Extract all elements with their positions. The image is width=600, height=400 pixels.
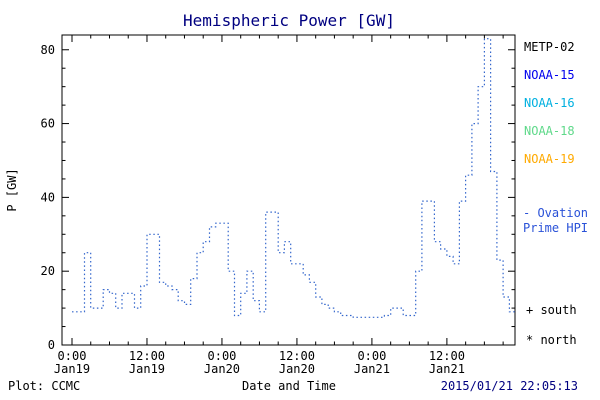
series-line-ovation-prime-hpi	[72, 38, 515, 318]
legend-item-noaa-18: NOAA-18	[524, 124, 575, 138]
x-tick-label-time: 12:00	[129, 349, 165, 363]
legend-marker-north: * north	[526, 333, 577, 347]
y-tick-label: 0	[48, 338, 55, 352]
x-tick-label-date: Jan21	[354, 362, 390, 376]
legend-item-noaa-19: NOAA-19	[524, 152, 575, 166]
x-tick-label-date: Jan19	[129, 362, 165, 376]
chart-title: Hemispheric Power [GW]	[183, 11, 395, 30]
timestamp-label: 2015/01/21 22:05:13	[441, 379, 578, 393]
x-tick-label-time: 12:00	[279, 349, 315, 363]
x-axis-label: Date and Time	[242, 379, 336, 393]
x-tick-label-date: Jan21	[429, 362, 465, 376]
legend-item-noaa-15: NOAA-15	[524, 68, 575, 82]
x-tick-label-date: Jan20	[279, 362, 315, 376]
x-tick-label-time: 12:00	[429, 349, 465, 363]
y-axis-label: P [GW]	[5, 168, 19, 211]
y-tick-label: 80	[41, 43, 55, 57]
legend-item-metp-02: METP-02	[524, 40, 575, 54]
legend-item-noaa-16: NOAA-16	[524, 96, 575, 110]
y-tick-label: 40	[41, 190, 55, 204]
legend-satellites: METP-02 NOAA-15 NOAA-16 NOAA-18 NOAA-19	[524, 40, 575, 166]
x-tick-label-time: 0:00	[208, 349, 237, 363]
legend-marker-south: + south	[526, 303, 577, 317]
y-tick-label: 60	[41, 117, 55, 131]
legend-model-line2: Prime HPI	[523, 221, 588, 235]
x-tick-label-time: 0:00	[357, 349, 386, 363]
x-tick-label-time: 0:00	[58, 349, 87, 363]
legend-model-line1: - Ovation	[523, 206, 588, 220]
tick-labels: 0:00Jan1912:00Jan190:00Jan2012:00Jan200:…	[41, 43, 465, 376]
axes	[61, 34, 516, 346]
plot-source-label: Plot: CCMC	[8, 379, 80, 393]
y-tick-label: 20	[41, 264, 55, 278]
series-layer	[72, 38, 515, 318]
x-tick-label-date: Jan20	[204, 362, 240, 376]
plot-frame	[61, 34, 516, 346]
x-tick-label-date: Jan19	[54, 362, 90, 376]
